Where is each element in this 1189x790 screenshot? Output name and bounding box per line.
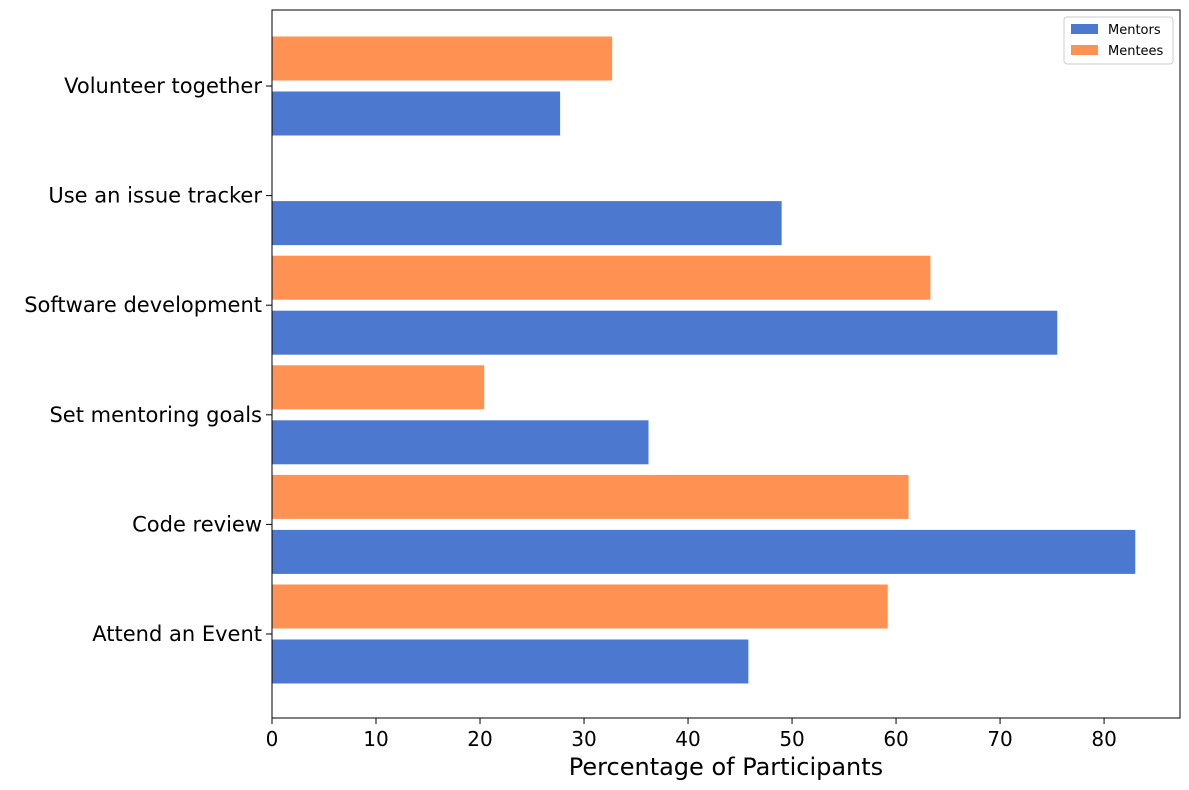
x-tick-label-10: 10 — [363, 727, 388, 751]
bar-mentees-software-development — [272, 255, 931, 300]
bar-mentors-set-mentoring-goals — [272, 420, 649, 465]
y-tick-label-software-development: Software development — [24, 293, 262, 317]
y-tick-label-code-review: Code review — [132, 512, 262, 536]
y-axis: Attend an Event Code review Set mentoring … — [24, 74, 272, 646]
x-tick-label-40: 40 — [675, 727, 700, 751]
x-tick-label-30: 30 — [571, 727, 596, 751]
x-axis-title: Percentage of Participants — [569, 753, 883, 781]
legend-label-mentees: Mentees — [1108, 44, 1164, 59]
bars-layer — [272, 36, 1136, 684]
y-tick-label-attend-an-event: Attend an Event — [92, 622, 262, 646]
legend-label-mentors: Mentors — [1108, 23, 1161, 38]
y-tick-label-use-an-issue-tracker: Use an issue tracker — [48, 184, 262, 208]
y-tick-label-set-mentoring-goals: Set mentoring goals — [49, 403, 262, 427]
bar-mentees-set-mentoring-goals — [272, 365, 485, 410]
plot-frame — [271, 9, 1181, 719]
legend-swatch-mentees — [1071, 45, 1098, 55]
legend-swatch-mentors — [1071, 24, 1098, 34]
bar-mentees-attend-an-event — [272, 584, 888, 629]
x-tick-label-20: 20 — [467, 727, 492, 751]
y-tick-label-volunteer-together: Volunteer together — [64, 74, 262, 98]
bar-mentors-use-an-issue-tracker — [272, 201, 782, 246]
bar-mentees-code-review — [272, 474, 909, 519]
bar-mentors-code-review — [272, 529, 1136, 574]
bar-mentors-volunteer-together — [272, 91, 561, 136]
x-tick-label-80: 80 — [1091, 727, 1116, 751]
x-tick-label-0: 0 — [266, 727, 279, 751]
legend: Mentors Mentees — [1063, 16, 1174, 65]
bar-mentors-attend-an-event — [272, 639, 749, 684]
x-tick-label-60: 60 — [883, 727, 908, 751]
x-tick-label-70: 70 — [987, 727, 1012, 751]
x-axis: 0 10 20 30 40 50 60 70 80 — [266, 718, 1117, 751]
bar-mentors-software-development — [272, 310, 1058, 355]
x-tick-label-50: 50 — [779, 727, 804, 751]
bar-mentees-volunteer-together — [272, 36, 613, 81]
